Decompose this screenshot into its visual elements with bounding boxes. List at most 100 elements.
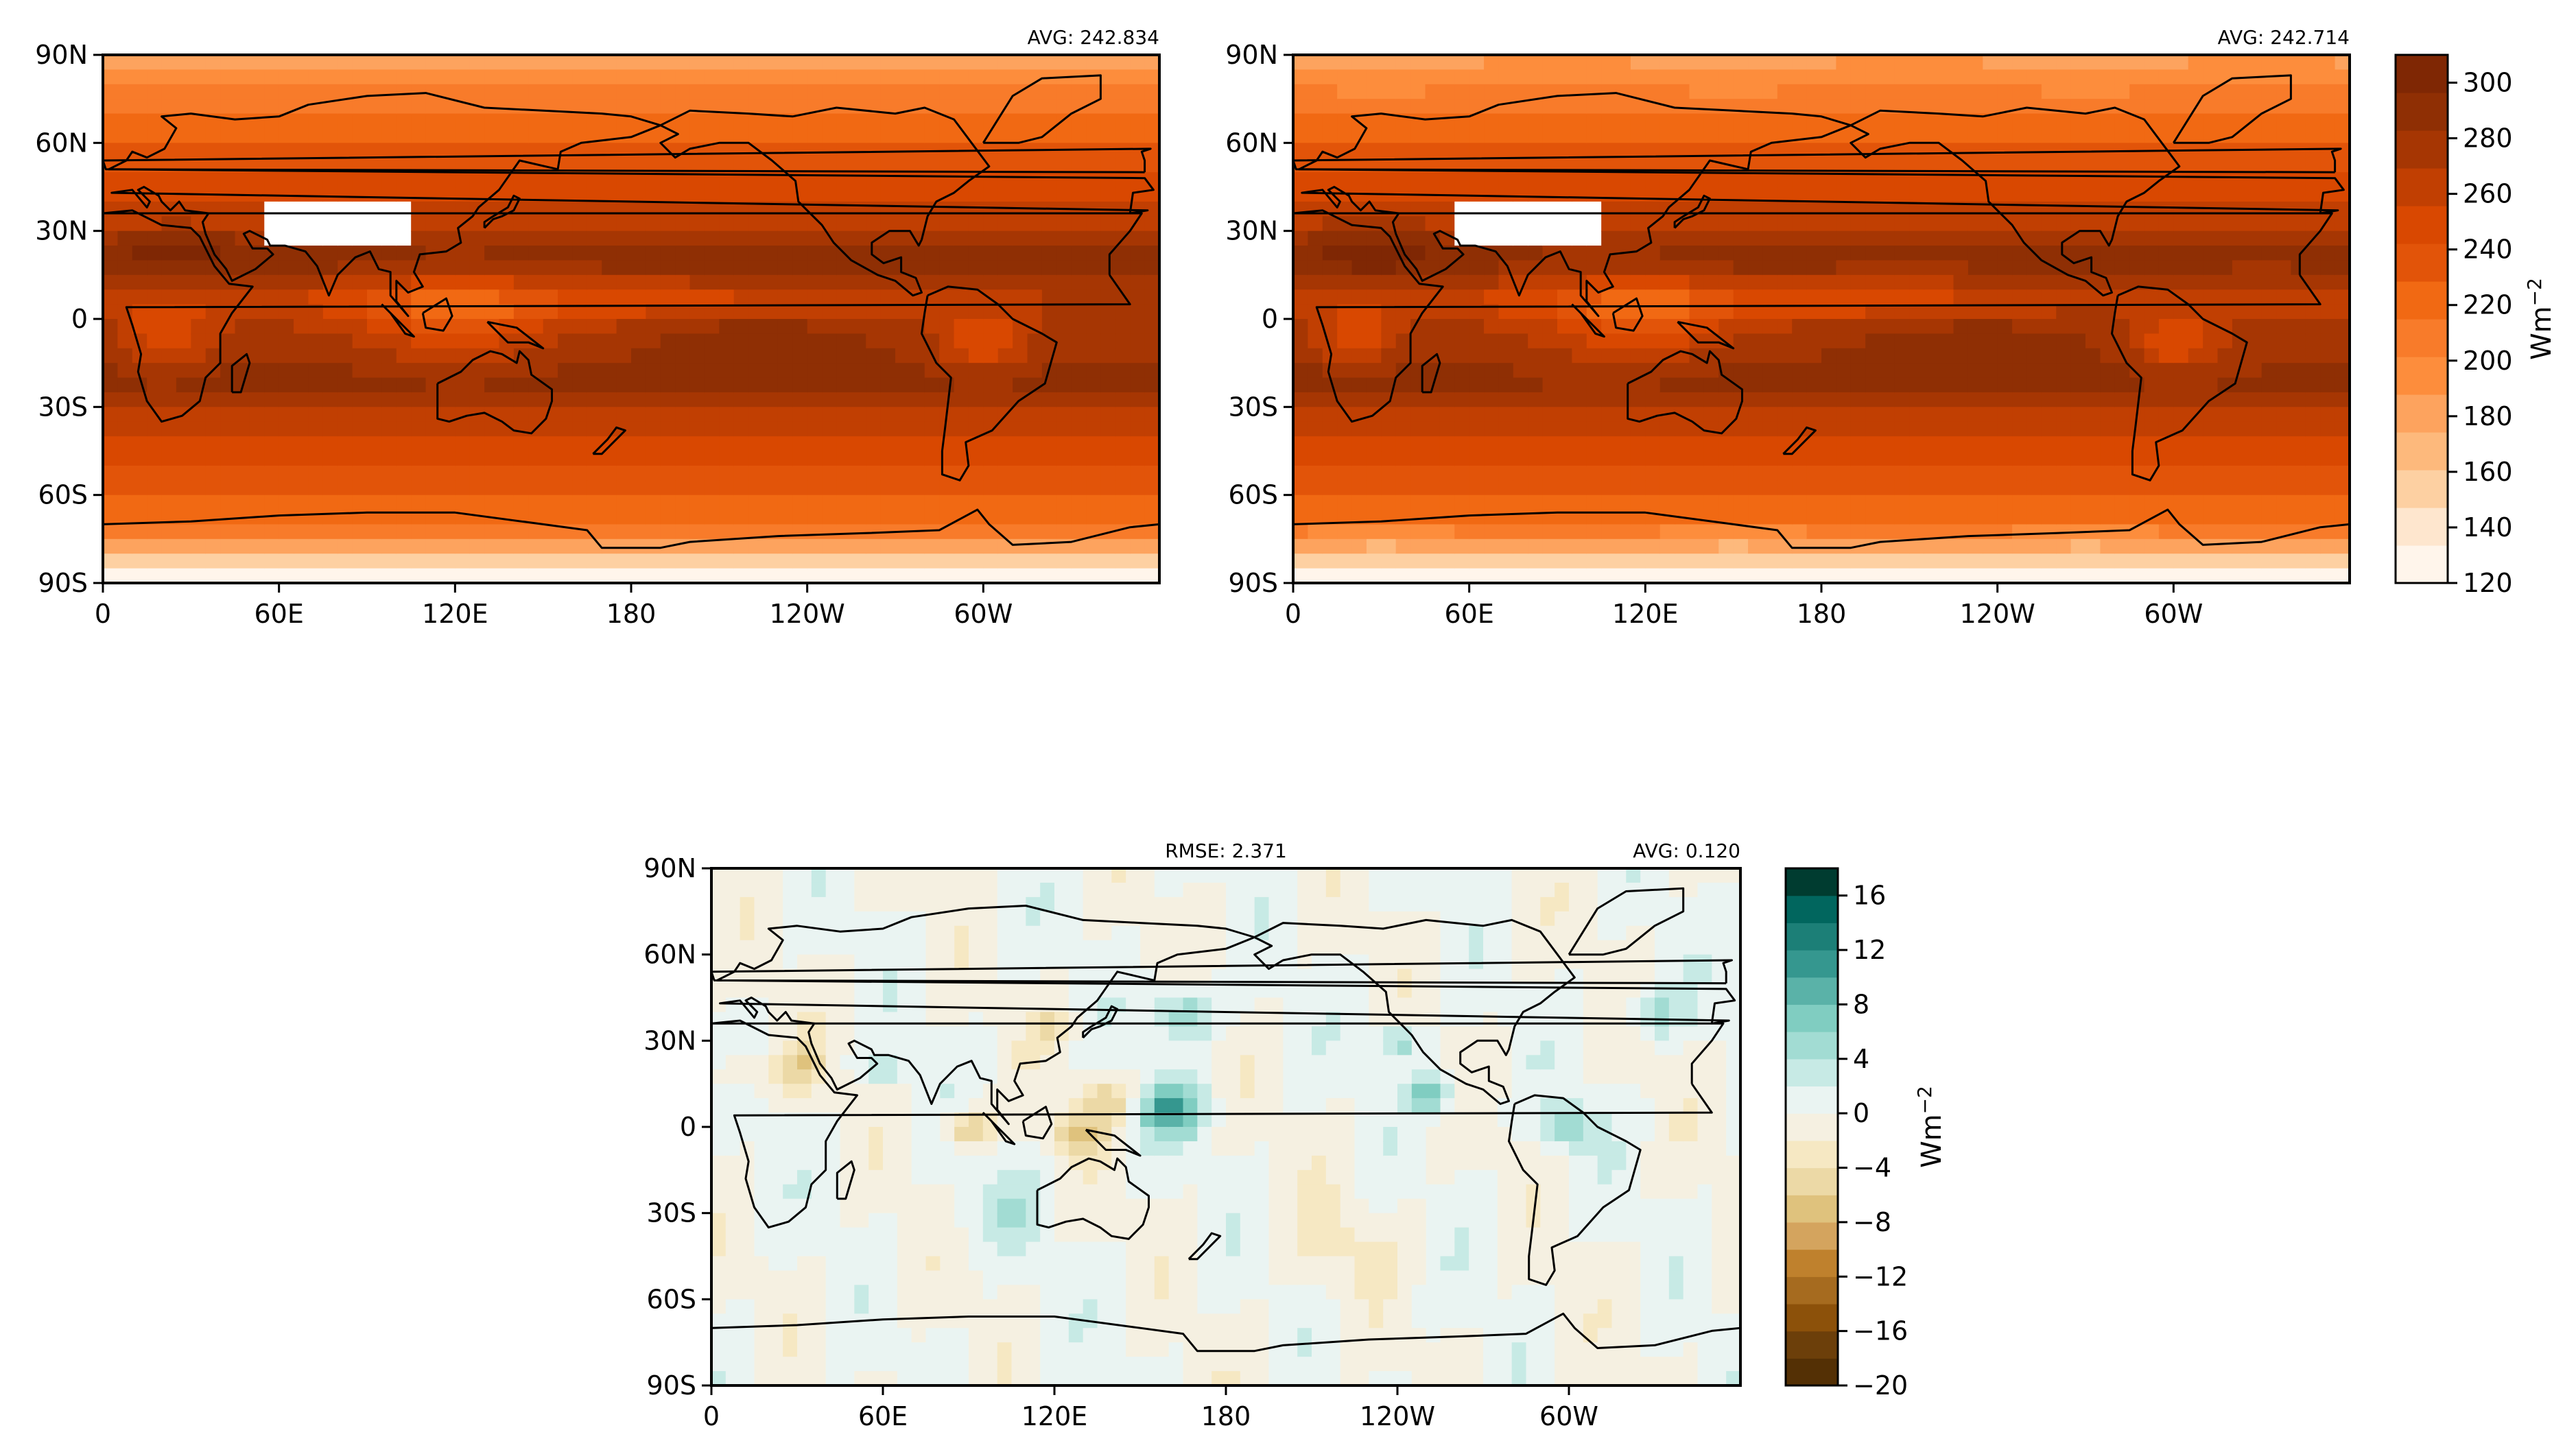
field-cell (1454, 554, 1470, 569)
field-cell (1748, 319, 1764, 335)
field-cell (675, 113, 691, 129)
field-cell (1880, 538, 1895, 555)
field-cell (733, 99, 749, 115)
field-cell (381, 157, 397, 173)
field-cell (1056, 451, 1072, 466)
field-cell (367, 495, 383, 510)
field-cell (1880, 436, 1895, 452)
field-cell (425, 524, 441, 540)
field-cell (836, 230, 852, 246)
field-cell (866, 172, 882, 188)
field-cell (513, 392, 530, 408)
field-cell (1337, 230, 1353, 246)
field-cell (1675, 55, 1690, 71)
field-cell (2026, 407, 2042, 422)
field-cell (2100, 451, 2116, 466)
field-cell (910, 465, 925, 481)
field-cell (1836, 495, 1852, 510)
field-cell (1308, 363, 1323, 379)
field-cell (2173, 274, 2189, 291)
field-cell (1041, 274, 1058, 291)
field-cell (1071, 230, 1087, 246)
field-cell (1308, 407, 1323, 422)
field-cell (264, 451, 280, 466)
field-cell (161, 377, 177, 393)
field-cell (2158, 524, 2175, 540)
field-cell (1894, 230, 1911, 246)
field-cell (1733, 216, 1749, 232)
field-cell (1322, 274, 1338, 291)
field-cell (602, 304, 617, 320)
field-cell (1894, 554, 1911, 569)
field-cell (2217, 172, 2233, 188)
field-cell (851, 246, 867, 261)
field-cell (997, 348, 1013, 364)
field-cell (2217, 348, 2233, 364)
field-cell (1351, 451, 1367, 466)
field-cell (2012, 480, 2028, 496)
field-cell (1557, 363, 1573, 379)
field-cell (1071, 172, 1087, 188)
field-cell (1689, 216, 1705, 232)
field-cell (279, 319, 294, 335)
field-cell (103, 128, 119, 144)
field-cell (2129, 495, 2145, 510)
field-cell (1806, 480, 1822, 496)
field-cell (1675, 363, 1690, 379)
field-cell (1924, 246, 1939, 261)
field-cell (513, 333, 530, 349)
field-cell (1071, 274, 1087, 291)
field-cell (1703, 392, 1720, 408)
field-cell (587, 421, 603, 437)
field-cell (792, 524, 808, 540)
field-cell (1528, 465, 1544, 481)
field-cell (2203, 69, 2219, 85)
field-cell (836, 333, 852, 349)
field-cell (792, 304, 808, 320)
field-cell (1703, 377, 1720, 393)
field-cell (2188, 333, 2203, 349)
field-cell (1308, 480, 1323, 496)
field-cell (1293, 451, 1309, 466)
field-cell (572, 157, 588, 173)
field-cell (2203, 157, 2219, 173)
field-cell (675, 289, 691, 305)
field-cell (528, 495, 544, 510)
field-cell (2203, 128, 2219, 144)
field-cell (1939, 554, 1954, 569)
field-cell (2144, 55, 2160, 71)
field-cell (1939, 495, 1954, 510)
field-cell (1939, 187, 1954, 202)
field-cell (1836, 157, 1852, 173)
field-cell (748, 510, 764, 525)
field-cell (1528, 377, 1544, 393)
field-cell (1322, 84, 1338, 99)
field-cell (748, 495, 764, 510)
field-cell (2158, 510, 2175, 525)
field-cell (1659, 143, 1675, 158)
field-cell (704, 113, 720, 129)
field-cell (939, 201, 955, 217)
field-cell (1894, 99, 1911, 115)
field-cell (396, 421, 412, 437)
field-cell (1100, 246, 1116, 261)
field-cell (631, 216, 647, 232)
field-cell (1542, 554, 1558, 569)
field-cell (411, 69, 427, 85)
field-cell (910, 348, 925, 364)
field-cell (924, 55, 940, 71)
field-cell (1792, 568, 1808, 583)
field-cell (1939, 407, 1954, 422)
field-cell (748, 230, 764, 246)
field-cell (1675, 260, 1690, 276)
field-cell (851, 143, 867, 158)
field-cell (396, 538, 412, 555)
field-cell (543, 128, 558, 144)
field-cell (338, 495, 353, 510)
field-cell (1924, 524, 1939, 540)
field-cell (1513, 480, 1529, 496)
field-cell (1013, 172, 1028, 188)
field-cell (2188, 319, 2203, 335)
field-cell (924, 510, 940, 525)
field-cell (1850, 246, 1866, 261)
